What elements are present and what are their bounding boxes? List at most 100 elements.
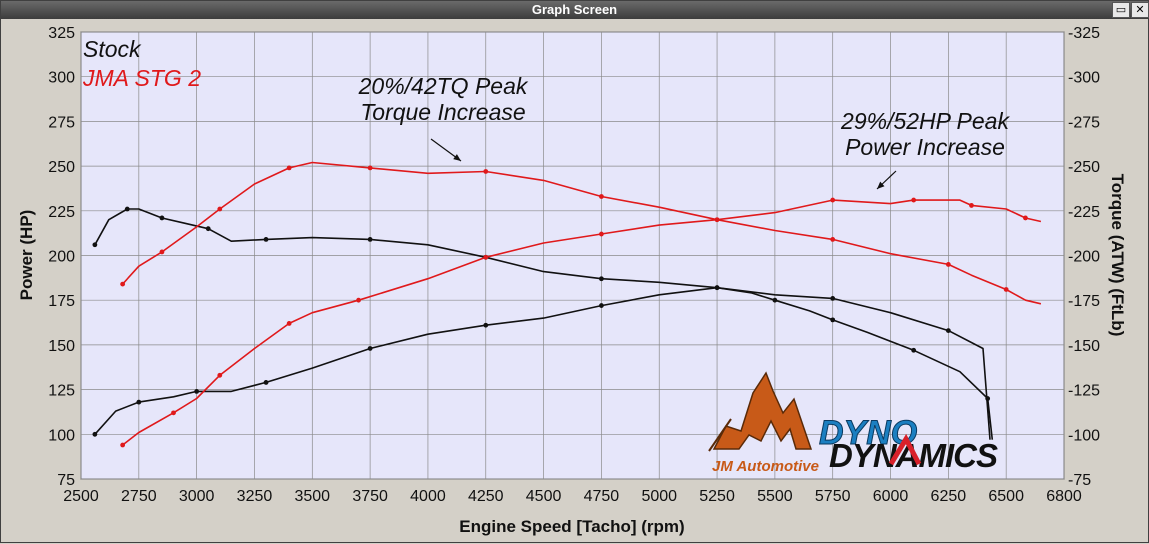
legend-entry-stock: Stock <box>83 36 142 62</box>
data-point <box>830 296 836 301</box>
data-point <box>171 410 176 416</box>
y-axis-left: 75 100 125 150 175 200 225 250 275 300 325 <box>48 25 75 489</box>
data-point <box>136 399 142 405</box>
data-point <box>945 262 951 267</box>
x-tick-label: 2500 <box>63 488 99 505</box>
y-tick-label-right: -300 <box>1068 70 1100 87</box>
y-tick-label-right: -175 <box>1068 293 1100 310</box>
x-tick-label: 4750 <box>584 488 620 505</box>
series-line-power-jma <box>122 199 1042 446</box>
y-tick-label-right: -325 <box>1068 25 1100 42</box>
data-point <box>714 217 720 223</box>
x-tick-label: 4250 <box>468 488 504 505</box>
y-tick-label-left: 100 <box>48 427 75 444</box>
data-point <box>286 165 292 171</box>
data-point <box>911 197 917 203</box>
series-line-torque-jma <box>122 161 1042 305</box>
window-titlebar: Graph Screen <box>1 1 1148 19</box>
restore-icon[interactable]: ▭ <box>1112 2 1130 18</box>
data-point <box>599 303 604 308</box>
x-tick-label: 3000 <box>179 488 215 505</box>
data-point <box>92 242 98 248</box>
data-point <box>120 442 126 448</box>
data-point <box>159 215 165 221</box>
data-point <box>772 297 778 303</box>
annotation-text: Torque Increase <box>360 99 525 125</box>
data-point <box>945 328 951 333</box>
data-point <box>194 388 200 394</box>
series-line-power-stock <box>94 286 994 440</box>
y-tick-label-left: 175 <box>48 293 75 310</box>
x-tick-label: 6800 <box>1046 488 1082 505</box>
x-tick-label: 5500 <box>757 488 793 505</box>
logo-partner-top: DYNO <box>819 414 917 452</box>
data-point <box>159 249 165 255</box>
y-tick-label-left: 75 <box>57 472 75 489</box>
data-point <box>483 169 489 174</box>
x-tick-label: 3500 <box>294 488 330 505</box>
x-tick-label: 2750 <box>121 488 157 505</box>
x-tick-label: 3250 <box>237 488 273 505</box>
y-tick-label-left: 325 <box>48 25 75 42</box>
close-icon[interactable]: ✕ <box>1131 2 1149 18</box>
y-axis-left-title: Power (HP) <box>17 210 36 301</box>
x-tick-label: 5250 <box>699 488 735 505</box>
data-point <box>1003 287 1009 292</box>
x-axis: 2500 2750 3000 3250 3500 3750 4000 4250 4500 4750… <box>63 488 1082 505</box>
data-point <box>483 322 489 328</box>
data-point <box>205 226 211 232</box>
y-axis-right: -75 -100 -125 -150 -175 -200 -225 -250 -275 -300 -… <box>1068 25 1100 489</box>
x-axis-title: Engine Speed [Tacho] (rpm) <box>459 517 684 536</box>
x-tick-label: 6000 <box>873 488 909 505</box>
annotation-text: 29%/52HP Peak <box>840 108 1010 134</box>
y-tick-label-right: -250 <box>1068 159 1100 176</box>
y-tick-label-right: -150 <box>1068 338 1100 355</box>
y-tick-label-left: 275 <box>48 114 75 131</box>
y-tick-label-right: -100 <box>1068 427 1100 444</box>
data-point <box>367 346 373 351</box>
data-point <box>263 237 269 242</box>
y-tick-label-left: 300 <box>48 70 75 87</box>
data-point <box>599 194 604 199</box>
data-point <box>286 321 292 326</box>
y-tick-label-left: 200 <box>48 249 75 266</box>
y-tick-label-right: -125 <box>1068 383 1100 400</box>
annotation-text: Power Increase <box>845 134 1005 160</box>
y-axis-right-title: Torque (ATW) (FtLb) <box>1108 174 1127 337</box>
series-line-torque-stock <box>94 208 991 440</box>
y-tick-label-right: -75 <box>1068 472 1091 489</box>
data-point <box>714 285 720 291</box>
data-point <box>367 237 373 242</box>
annotation-arrowhead <box>453 154 461 161</box>
x-tick-label: 6250 <box>931 488 967 505</box>
y-tick-label-left: 150 <box>48 338 75 355</box>
x-tick-label: 3750 <box>352 488 388 505</box>
grid <box>80 31 1065 480</box>
data-point <box>217 206 223 212</box>
data-point <box>911 347 917 353</box>
data-point <box>599 231 604 237</box>
data-point <box>1023 215 1028 221</box>
x-tick-label: 5000 <box>641 488 677 505</box>
data-point <box>830 197 836 203</box>
y-tick-label-right: -200 <box>1068 249 1100 266</box>
jm-automotive-logo: JM Automotive <box>708 371 819 475</box>
y-tick-label-left: 225 <box>48 204 75 221</box>
y-tick-label-right: -225 <box>1068 204 1100 221</box>
x-tick-label: 6500 <box>988 488 1024 505</box>
x-tick-label: 5750 <box>815 488 851 505</box>
data-point <box>969 203 974 208</box>
data-point <box>263 380 269 385</box>
annotation-arrowhead <box>877 181 885 189</box>
data-point <box>124 206 130 212</box>
series-group <box>92 161 1042 448</box>
data-point <box>830 317 836 323</box>
x-tick-label: 4000 <box>410 488 446 505</box>
y-tick-label-left: 125 <box>48 383 75 400</box>
data-point <box>830 237 836 242</box>
data-point <box>367 165 373 171</box>
dyno-dynamics-logo: DYNO DYNAMICS <box>819 414 999 475</box>
y-tick-label-right: -275 <box>1068 114 1100 131</box>
logo-brand-text: JM Automotive <box>712 458 819 475</box>
